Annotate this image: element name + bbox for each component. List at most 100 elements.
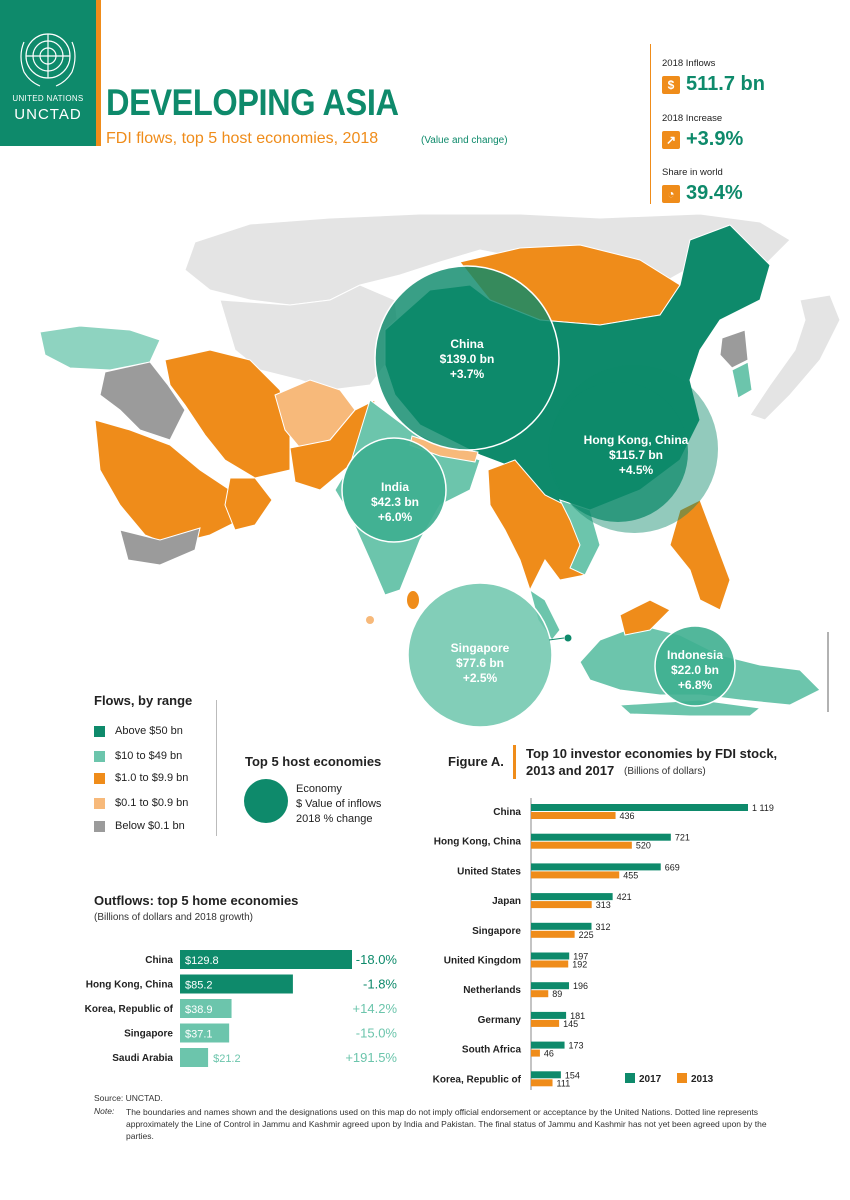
figure-a-bar-2013 xyxy=(531,812,616,819)
outflows-growth-label: +14.2% xyxy=(353,1001,398,1016)
outflows-bar xyxy=(180,1023,230,1043)
kpi-increase-label: 2018 Increase xyxy=(662,113,723,124)
figure-a-category-label: China xyxy=(493,807,521,818)
map-yemen xyxy=(119,527,201,566)
kpi-inflows-value: 511.7 bn xyxy=(686,73,765,95)
figure-a-value-label: 145 xyxy=(563,1019,578,1029)
outflows-title: Outflows: top 5 home economies xyxy=(94,893,299,908)
figure-a-category-label: Germany xyxy=(478,1015,522,1026)
pie-icon: ◔ xyxy=(662,185,680,203)
note-text: The boundaries and names shown and the d… xyxy=(126,1107,767,1141)
outflows-category-label: China xyxy=(145,955,173,966)
logo-org-text: UNITED NATIONS xyxy=(12,94,84,103)
figure-a-bar-2013 xyxy=(531,960,569,968)
figure-a-value-label: 197 xyxy=(573,952,588,962)
outflows-subtitle: (Billions of dollars and 2018 growth) xyxy=(94,912,253,923)
figure-a-value-label: 520 xyxy=(636,841,651,851)
figure-a-value-label: 111 xyxy=(557,1078,571,1088)
bubble-label-singapore: Singapore $77.6 bn +2.5% xyxy=(450,641,510,685)
figure-a-value-label: 455 xyxy=(623,870,638,880)
kpi-share-label: Share in world xyxy=(662,167,723,178)
outflows-category-label: Hong Kong, China xyxy=(86,980,174,991)
bubble-label-indonesia: Indonesia $22.0 bn +6.8% xyxy=(666,648,723,692)
figure-a-bar-2017 xyxy=(531,804,748,811)
map-sumatra xyxy=(619,599,671,636)
figure-a-bar-2017 xyxy=(531,833,671,841)
figure-a-bar-2017 xyxy=(531,1041,565,1049)
legend-divider xyxy=(216,700,217,836)
outflows-growth-label: -1.8% xyxy=(363,977,397,992)
figure-a-value-label: 436 xyxy=(620,811,635,821)
legend-swatch xyxy=(94,773,105,784)
figure-a-unit: (Billions of dollars) xyxy=(624,766,706,777)
figure-a-value-label: 173 xyxy=(569,1041,584,1051)
outflows-bar xyxy=(180,999,232,1018)
figure-a-category-label: United States xyxy=(457,866,521,877)
outflows-value-label: $21.2 xyxy=(213,1053,241,1065)
figure-a-legend-label: 2017 xyxy=(639,1074,662,1085)
figure-a-bar-2017 xyxy=(531,1071,561,1079)
legend-swatch xyxy=(94,726,105,737)
figure-a-title-line2: 2013 and 2017 xyxy=(526,763,615,778)
map-philippines xyxy=(669,499,731,611)
figure-a-value-label: 1 119 xyxy=(752,803,774,813)
kpi-divider xyxy=(650,44,651,204)
map-oman xyxy=(224,477,273,531)
bubble-label-india: India $42.3 bn +6.0% xyxy=(370,480,420,524)
bubble-hong-kong-core xyxy=(548,382,688,522)
figure-a-legend-swatch xyxy=(677,1073,687,1083)
outflows-growth-label: -18.0% xyxy=(356,952,398,967)
outflows-value-label: $85.2 xyxy=(185,980,213,992)
figure-a-category-label: South Africa xyxy=(462,1045,522,1056)
singapore-leader-line xyxy=(548,637,565,641)
map-sri-lanka xyxy=(407,591,419,609)
figure-a-value-label: 721 xyxy=(675,833,690,843)
legend-label: Below $0.1 bn xyxy=(115,820,185,832)
figure-a-value-label: 192 xyxy=(572,960,587,970)
map-mainland-southeast-asia xyxy=(487,459,601,592)
outflows-category-label: Singapore xyxy=(124,1029,173,1040)
legend-swatch xyxy=(94,751,105,762)
map-south-korea xyxy=(731,361,753,399)
page-title: DEVELOPING ASIA xyxy=(106,82,399,123)
legend-title: Flows, by range xyxy=(94,693,193,708)
figure-a-category-label: Japan xyxy=(492,896,521,907)
map-north-korea xyxy=(719,329,749,369)
map-maldives xyxy=(366,616,374,624)
figure-a-bar-2017 xyxy=(531,982,570,990)
figure-a-category-label: Singapore xyxy=(472,926,521,937)
figure-a-legend-label: 2013 xyxy=(691,1074,714,1085)
figure-a-accent-bar xyxy=(513,745,516,779)
bubble-label-china: China $139.0 bn +3.7% xyxy=(439,337,495,381)
legend-label: Above $50 bn xyxy=(115,725,183,737)
map-saudi-arabia xyxy=(94,419,241,546)
figure-a-value-label: 154 xyxy=(565,1070,580,1080)
header-accent-bar xyxy=(96,0,101,146)
map-iran xyxy=(164,349,291,479)
asia-map xyxy=(39,213,841,727)
bubble-label-hong-kong: Hong Kong, China $115.7 bn +4.5% xyxy=(583,433,689,477)
bubble-china xyxy=(374,265,560,451)
logo-name-text: UNCTAD xyxy=(14,106,82,123)
note-label: Note: xyxy=(94,1106,115,1116)
figure-a-category-label: Netherlands xyxy=(463,985,521,996)
source-text: Source: UNCTAD. xyxy=(94,1093,163,1103)
legend-swatch xyxy=(94,798,105,809)
un-emblem-icon xyxy=(20,33,76,87)
figure-a-category-label: Hong Kong, China xyxy=(434,837,522,848)
figure-a-bar-2013 xyxy=(531,841,632,849)
dollar-icon: $ xyxy=(662,76,680,94)
bubble-indonesia xyxy=(654,625,736,707)
outflows-bar xyxy=(180,974,293,994)
kpi-inflows-label: 2018 Inflows xyxy=(662,58,716,69)
top5-key-line: $ Value of inflows xyxy=(296,798,382,810)
figure-a-bar-2017 xyxy=(531,1011,567,1019)
figure-a-category-label: United Kingdom xyxy=(444,956,521,967)
outflows-value-label: $37.1 xyxy=(185,1029,213,1041)
figure-a-bar-2017 xyxy=(531,952,570,960)
top5-key-line: Economy xyxy=(296,783,342,795)
top5-key-line: 2018 % change xyxy=(296,813,373,825)
figure-a-value-label: 421 xyxy=(617,892,632,902)
figure-a-value-label: 669 xyxy=(665,862,680,872)
figure-a-bar-2017 xyxy=(531,863,661,871)
